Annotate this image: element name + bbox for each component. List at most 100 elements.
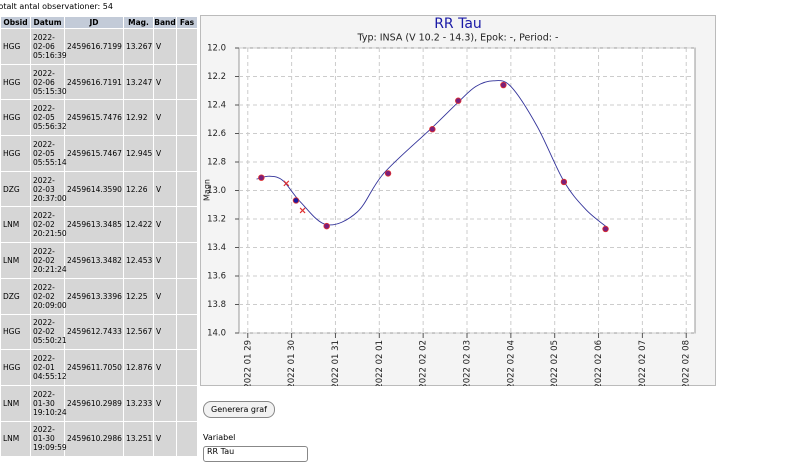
- y-tick-label: 13.8: [207, 300, 226, 310]
- table-row: LNM 2022-01-30 19:10:24 2459610.2989 13.233…: [1, 385, 197, 421]
- variable-label: Variabel: [203, 433, 236, 442]
- table-row: HGG 2022-02-06 05:16:39 2459616.7199 13.267…: [1, 29, 197, 64]
- table-cell: HGG: [1, 100, 30, 136]
- x-tick-label: 2022 01 30: [287, 340, 297, 386]
- observation-table: Obsid Datum JD Mag. Band Fas HGG 2022-02-06 05…: [0, 16, 198, 457]
- x-tick-label: 2022 02 07: [638, 340, 648, 386]
- variable-input[interactable]: RR Tau: [203, 446, 308, 462]
- x-tick-label: 2022 02 03: [463, 340, 473, 386]
- data-point: [500, 81, 507, 89]
- table-cell: [177, 136, 197, 171]
- table-cell: [177, 278, 197, 314]
- y-tick-label: 14.0: [207, 329, 226, 339]
- table-cell: 2459611.7050: [65, 350, 123, 385]
- x-tick-label: 2022 02 06: [594, 340, 604, 386]
- table-cell: 2022-02-05 05:56:32: [31, 100, 67, 136]
- table-cell: V: [154, 136, 176, 171]
- table-cell: V: [154, 100, 176, 136]
- data-point: [258, 174, 265, 181]
- table-cell: [177, 314, 197, 350]
- table-cell: 2459613.3482: [65, 243, 123, 278]
- y-tick-label: 12.0: [207, 44, 226, 54]
- table-cell: [177, 350, 197, 385]
- y-tick-label: 12.4: [207, 101, 226, 111]
- x-tick-label: 2022 02 02: [419, 340, 429, 386]
- table-cell: 2459613.3485: [65, 207, 123, 243]
- table-cell: HGG: [1, 350, 30, 385]
- y-tick-label: 12.6: [207, 129, 226, 139]
- column-header: JD: [65, 17, 123, 28]
- table-cell: [177, 385, 197, 421]
- x-tick-label: 2022 01 31: [331, 340, 341, 386]
- table-cell: 2459615.7467: [65, 136, 123, 171]
- chart: RR Tau Typ: INSA (V 10.2 - 14.3), Epok: …: [200, 15, 716, 386]
- y-tick-label: 13.6: [207, 272, 226, 282]
- table-cell: 13.267: [124, 29, 153, 64]
- table-row: HGG 2022-02-06 05:15:30 2459616.7191 13.247…: [1, 64, 197, 100]
- table-cell: 2459616.7191: [65, 64, 123, 100]
- table-cell: 2022-02-06 05:16:39: [31, 29, 67, 64]
- table-cell: 2022-02-03 20:37:00: [31, 171, 67, 207]
- table-cell: V: [154, 64, 176, 100]
- y-tick-label: 13.2: [207, 215, 226, 225]
- table-cell: HGG: [1, 136, 30, 171]
- column-header: Fas: [177, 17, 197, 28]
- table-cell: [177, 243, 197, 278]
- table-cell: 13.247: [124, 64, 153, 100]
- x-tick-label: 2022 02 01: [375, 340, 385, 386]
- table-row: DZG 2022-02-02 20:09:00 2459613.3396 12.25 V: [1, 278, 197, 314]
- column-header: Obsid: [1, 17, 30, 28]
- table-cell: V: [154, 385, 176, 421]
- table-cell: 2459612.7433: [65, 314, 123, 350]
- data-point: [292, 197, 300, 204]
- table-cell: 12.567: [124, 314, 153, 350]
- table-row: HGG 2022-02-05 05:56:32 2459615.7476 12.92 V: [1, 100, 197, 136]
- table-row: HGG 2022-02-01 04:55:12 2459611.7050 12.876…: [1, 350, 197, 385]
- table-cell: [177, 207, 197, 243]
- table-cell: V: [154, 207, 176, 243]
- table-cell: 2022-02-02 05:50:21: [31, 314, 67, 350]
- column-header: Datum: [31, 17, 64, 28]
- table-header: Obsid Datum JD Mag. Band Fas: [1, 17, 197, 28]
- table-cell: 2459610.2986: [65, 421, 123, 457]
- table-cell: V: [154, 171, 176, 207]
- x-tick-label: 2022 02 04: [506, 340, 516, 386]
- table-cell: 2022-01-30 19:09:59: [31, 421, 67, 457]
- table-cell: 2459616.7199: [65, 29, 123, 64]
- column-header: Band: [154, 17, 176, 28]
- generate-button[interactable]: Generera graf: [203, 401, 275, 418]
- table-row: LNM 2022-02-02 20:21:50 2459613.3485 12.422…: [1, 207, 197, 243]
- table-cell: LNM: [1, 421, 30, 457]
- table-cell: 13.233: [124, 385, 153, 421]
- table-cell: LNM: [1, 207, 30, 243]
- y-tick-label: 12.2: [207, 72, 226, 82]
- table-cell: DZG: [1, 171, 30, 207]
- table-cell: LNM: [1, 243, 30, 278]
- data-point: [283, 180, 290, 187]
- table-row: HGG 2022-02-02 05:50:21 2459612.7433 12.567…: [1, 314, 197, 350]
- table-cell: 13.251: [124, 421, 153, 457]
- data-point: [560, 178, 568, 186]
- data-point: [299, 207, 306, 214]
- table-cell: 12.92: [124, 100, 153, 136]
- data-point: [602, 225, 609, 233]
- table-cell: LNM: [1, 385, 30, 421]
- x-tick-label: 2022 01 29: [243, 340, 253, 386]
- table-cell: [177, 100, 197, 136]
- table-cell: 2022-02-06 05:15:30: [31, 64, 67, 100]
- table-cell: 12.25: [124, 278, 153, 314]
- table-body: HGG 2022-02-06 05:16:39 2459616.7199 13.267…: [1, 29, 197, 457]
- table-row: DZG 2022-02-03 20:37:00 2459614.3590 12.26 V: [1, 171, 197, 207]
- table-cell: V: [154, 350, 176, 385]
- table-row: LNM 2022-02-02 20:21:24 2459613.3482 12.453…: [1, 243, 197, 278]
- x-tick-label: 2022 02 08: [682, 340, 692, 386]
- table-cell: 2022-02-01 04:55:12: [31, 350, 67, 385]
- table-cell: V: [154, 278, 176, 314]
- table-cell: HGG: [1, 29, 30, 64]
- table-cell: [177, 421, 197, 457]
- table-cell: 2459613.3396: [65, 278, 123, 314]
- data-point: [455, 97, 462, 104]
- y-tick-label: 13.4: [207, 243, 226, 253]
- y-tick-label: 12.8: [207, 158, 226, 168]
- page: Totalt antal observationer: 54 Obsid Datu…: [0, 2, 716, 462]
